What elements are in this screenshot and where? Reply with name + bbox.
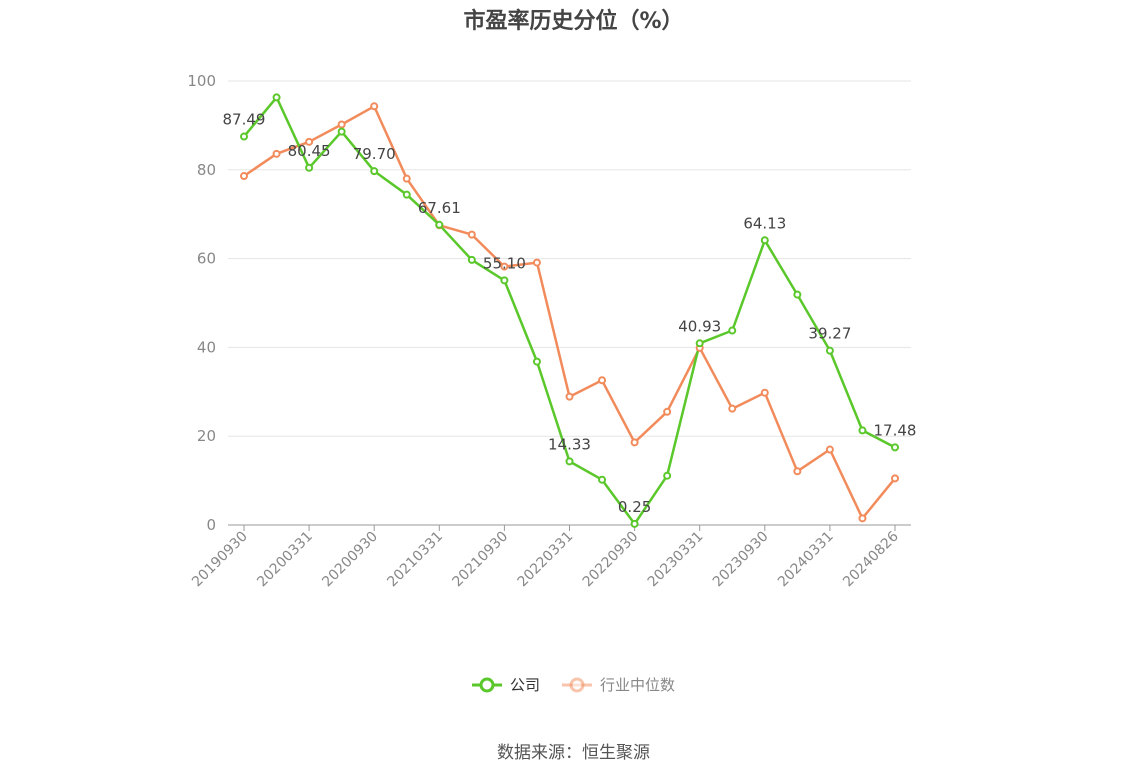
data-point-company	[793, 290, 802, 299]
x-tick-label: 20220930	[580, 529, 642, 591]
data-point-industry	[728, 404, 737, 413]
chart-title: 市盈率历史分位（%）	[463, 9, 684, 34]
legend-company-marker-icon	[471, 677, 502, 692]
x-tick-label: 20200930	[319, 529, 381, 591]
x-tick-label: 20240826	[840, 528, 902, 590]
data-label: 67.61	[418, 199, 461, 217]
x-tick-label: 20200331	[254, 529, 316, 591]
data-point-industry	[565, 392, 574, 401]
data-label: 55.10	[483, 254, 526, 272]
legend-industry-label: 行业中位数	[600, 676, 676, 694]
data-point-industry	[272, 149, 281, 158]
data-point-industry	[402, 174, 411, 183]
data-point-company	[305, 163, 314, 172]
data-point-industry	[337, 120, 346, 129]
data-point-company	[630, 519, 639, 528]
data-label: 0.25	[618, 498, 651, 516]
legend-item-company[interactable]: 公司	[471, 674, 540, 695]
x-tick-label: 20240331	[775, 529, 837, 591]
data-label: 87.49	[223, 111, 266, 129]
data-point-industry	[663, 407, 672, 416]
data-point-industry	[598, 376, 607, 385]
x-tick-label: 20230331	[645, 529, 707, 591]
data-label: 64.13	[743, 214, 786, 232]
x-tick-label: 20210930	[450, 529, 512, 591]
x-tick-label: 20230930	[710, 529, 772, 591]
data-point-company	[598, 475, 607, 484]
y-tick-label: 20	[197, 427, 216, 445]
y-tick-label: 80	[197, 161, 216, 179]
data-point-company	[435, 220, 444, 229]
y-tick-label: 60	[197, 250, 216, 268]
data-point-industry	[891, 474, 899, 483]
y-tick-label: 0	[206, 516, 216, 534]
data-point-industry	[240, 172, 248, 181]
data-point-company	[663, 471, 672, 480]
data-point-company	[240, 132, 248, 141]
series-line-industry	[243, 105, 896, 520]
x-tick-label: 20220331	[515, 529, 577, 591]
grid-lines	[228, 80, 911, 437]
legend-industry-marker-icon	[562, 677, 592, 692]
data-point-company	[337, 127, 346, 136]
x-tick-label: 20210331	[384, 529, 446, 591]
data-point-industry	[858, 514, 867, 523]
y-tick-label: 100	[187, 72, 216, 90]
legend-item-industry[interactable]: 行业中位数	[562, 674, 675, 695]
legend-company-label: 公司	[509, 676, 540, 694]
data-label: 17.48	[874, 421, 917, 439]
data-labels: 87.49 80.45 79.70 67.61 55.10 14.33 0.25 40.93 6…	[223, 111, 917, 516]
y-tick-label: 40	[197, 338, 216, 356]
data-point-industry	[467, 230, 476, 239]
data-point-industry	[500, 262, 509, 271]
data-point-industry	[793, 467, 802, 476]
legend: 公司 行业中位数	[0, 674, 1147, 695]
data-point-industry	[305, 137, 314, 146]
data-point-company	[370, 167, 379, 176]
data-point-industry	[825, 445, 834, 454]
data-point-company	[467, 255, 476, 264]
data-point-company	[760, 236, 769, 245]
data-label: 79.70	[353, 145, 396, 163]
data-point-company	[272, 93, 281, 102]
data-point-industry	[630, 438, 639, 447]
data-points	[240, 93, 899, 528]
data-point-company	[891, 443, 899, 452]
data-point-company	[825, 346, 834, 355]
data-point-industry	[532, 258, 541, 267]
data-point-company	[532, 357, 541, 366]
x-tick-label: 20190930	[189, 529, 251, 591]
data-label: 14.33	[548, 435, 591, 453]
data-point-company	[565, 457, 574, 466]
data-point-company	[402, 190, 411, 199]
data-point-company	[728, 326, 737, 335]
data-point-company	[695, 339, 704, 348]
data-source: 数据来源：恒生聚源	[497, 743, 650, 763]
data-point-company	[500, 276, 509, 285]
data-label: 39.27	[808, 325, 851, 343]
data-point-company	[858, 426, 867, 435]
data-point-industry	[760, 388, 769, 397]
data-label: 80.45	[288, 142, 331, 160]
data-point-industry	[370, 102, 379, 111]
data-label: 40.93	[678, 317, 721, 335]
